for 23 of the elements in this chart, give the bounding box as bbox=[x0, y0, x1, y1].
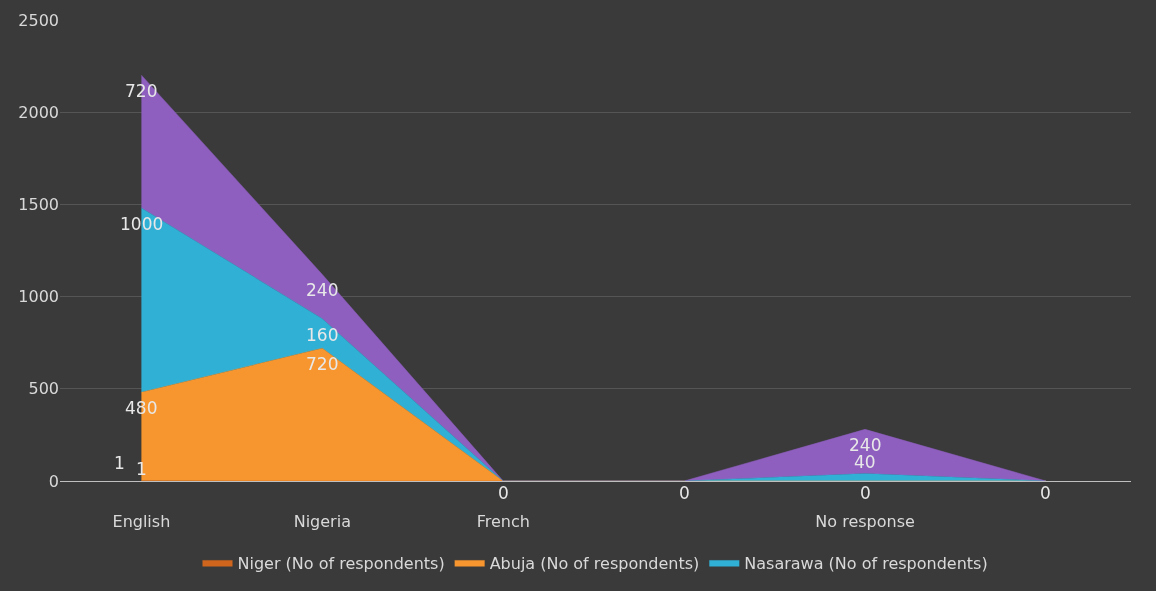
annotation: 1 bbox=[114, 453, 125, 473]
y-tick-label: 2000 bbox=[18, 102, 59, 122]
data-label: 0 bbox=[679, 483, 690, 503]
data-label: 240 bbox=[849, 435, 882, 455]
y-tick-label: 500 bbox=[28, 379, 59, 399]
legend-label: Abuja (No of respondents) bbox=[489, 553, 700, 573]
data-label: 0 bbox=[498, 483, 509, 503]
data-label: 160 bbox=[306, 325, 339, 345]
data-label: 720 bbox=[306, 354, 339, 374]
y-tick-label: 2500 bbox=[18, 10, 59, 30]
y-tick-label: 0 bbox=[48, 471, 59, 491]
data-label: 40 bbox=[854, 452, 876, 472]
legend-label: Nasarawa (No of respondents) bbox=[744, 553, 988, 573]
x-tick-label: English bbox=[112, 512, 171, 532]
legend-label: Niger (No of respondents) bbox=[237, 553, 445, 573]
data-label: 0 bbox=[860, 483, 871, 503]
data-label: 0 bbox=[1040, 483, 1051, 503]
data-label: 240 bbox=[306, 280, 339, 300]
x-tick-label: Nigeria bbox=[293, 512, 351, 532]
x-tick-label: No response bbox=[815, 512, 915, 532]
y-tick-label: 1000 bbox=[18, 287, 59, 307]
y-tick-label: 1500 bbox=[18, 195, 59, 214]
x-tick-label: French bbox=[476, 512, 530, 532]
